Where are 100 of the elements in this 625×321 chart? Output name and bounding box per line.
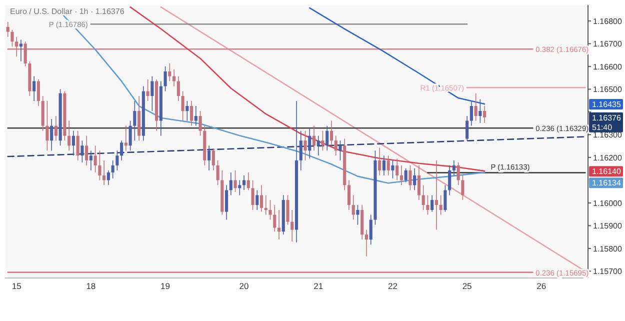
- candlestick: [290, 210, 294, 242]
- candlestick: [347, 180, 351, 210]
- candlestick: [36, 78, 40, 106]
- candlestick: [260, 184, 264, 212]
- candlestick: [378, 147, 382, 176]
- y-tick-label: 1.16600: [593, 62, 622, 72]
- candlestick: [68, 120, 71, 151]
- candlestick: [102, 160, 106, 186]
- candlestick: [194, 106, 198, 126]
- candlestick: [408, 164, 412, 191]
- candlestick: [89, 150, 92, 171]
- candlestick: [426, 194, 430, 216]
- text: 1.16140: [592, 167, 622, 176]
- candlestick: [321, 130, 324, 151]
- candlestick: [238, 180, 242, 196]
- candlestick: [76, 130, 80, 161]
- text: 1.16435: [592, 100, 622, 109]
- x-tick-label: 15: [12, 281, 22, 291]
- y-tick-label: 1.15900: [593, 222, 622, 231]
- candlestick: [98, 150, 102, 181]
- candlestick: [299, 130, 302, 171]
- candlestick: [216, 160, 220, 186]
- candlestick: [277, 210, 281, 240]
- candlestick: [369, 214, 372, 245]
- candlestick: [268, 200, 272, 220]
- text: 1.16376: [592, 113, 622, 122]
- candlestick: [386, 155, 390, 176]
- text: 51:40: [592, 122, 613, 132]
- candlestick: [466, 116, 469, 141]
- y-tick-label: 1.15800: [593, 244, 622, 254]
- text: 1.16134: [592, 178, 622, 188]
- candlestick: [356, 204, 360, 226]
- candlestick: [24, 41, 27, 67]
- candlestick: [474, 92, 478, 122]
- candlestick: [273, 204, 276, 232]
- x-tick-label: 21: [314, 281, 324, 291]
- candlestick: [15, 36, 18, 58]
- candlestick: [316, 135, 320, 156]
- candlestick: [404, 168, 408, 183]
- y-tick-label: 1.16200: [593, 153, 622, 162]
- candlestick: [198, 110, 202, 136]
- candlestick: [326, 125, 329, 151]
- candlestick: [413, 168, 416, 191]
- y-tick-label: 1.16500: [593, 85, 622, 94]
- x-tick-label: 19: [160, 281, 170, 291]
- x-tick-label: 18: [86, 281, 96, 291]
- candlestick: [176, 76, 180, 102]
- candlestick: [338, 140, 342, 161]
- candlestick: [330, 120, 334, 146]
- chart-title: Euro / U.S. Dollar · 1h · 1.16376: [10, 7, 125, 16]
- candlestick: [391, 160, 394, 179]
- candlestick: [434, 160, 438, 230]
- candlestick: [46, 100, 49, 151]
- candlestick: [430, 194, 434, 212]
- y-tick-label: 1.16300: [593, 130, 622, 140]
- candlestick: [124, 125, 128, 151]
- candlestick: [334, 135, 338, 156]
- candlestick: [164, 66, 167, 92]
- candlestick: [400, 164, 403, 186]
- candlestick: [312, 125, 316, 151]
- candlestick: [470, 100, 473, 126]
- candlestick: [186, 100, 189, 122]
- y-tick-label: 1.15700: [593, 267, 622, 276]
- x-tick-label: 22: [388, 281, 398, 291]
- candlestick: [483, 106, 486, 124]
- y-tick-label: 1.16700: [593, 40, 622, 49]
- candlestick: [251, 180, 254, 210]
- candlestick: [190, 100, 194, 126]
- candlestick: [382, 155, 386, 176]
- candlestick: [146, 78, 150, 102]
- candlestick: [229, 172, 232, 196]
- candlestick: [32, 76, 36, 102]
- candlestick: [234, 170, 237, 192]
- candlestick: [304, 130, 307, 161]
- x-tick-label: 20: [239, 281, 250, 291]
- y-tick-label: 1.16000: [593, 198, 622, 208]
- candlestick: [256, 190, 259, 210]
- candlestick: [72, 130, 75, 156]
- candlestick: [116, 150, 119, 171]
- candlestick: [106, 170, 110, 186]
- candlestick: [417, 164, 420, 200]
- candlestick: [94, 145, 97, 173]
- candlestick: [6, 21, 10, 38]
- candlestick: [207, 145, 211, 171]
- candlestick: [172, 68, 176, 87]
- candlestick: [128, 120, 132, 151]
- candlestick: [439, 194, 442, 216]
- line-series: [308, 7, 486, 105]
- candlestick: [85, 135, 88, 166]
- candlestick: [133, 100, 136, 141]
- candlestick: [396, 158, 399, 181]
- candlestick: [212, 148, 215, 171]
- candlestick: [224, 184, 228, 220]
- candlestick: [10, 29, 14, 48]
- candlestick: [456, 162, 460, 186]
- candlestick: [352, 194, 355, 220]
- candlestick: [478, 98, 482, 124]
- candlestick: [54, 116, 58, 141]
- candlestick: [448, 164, 452, 196]
- candlestick: [242, 175, 246, 191]
